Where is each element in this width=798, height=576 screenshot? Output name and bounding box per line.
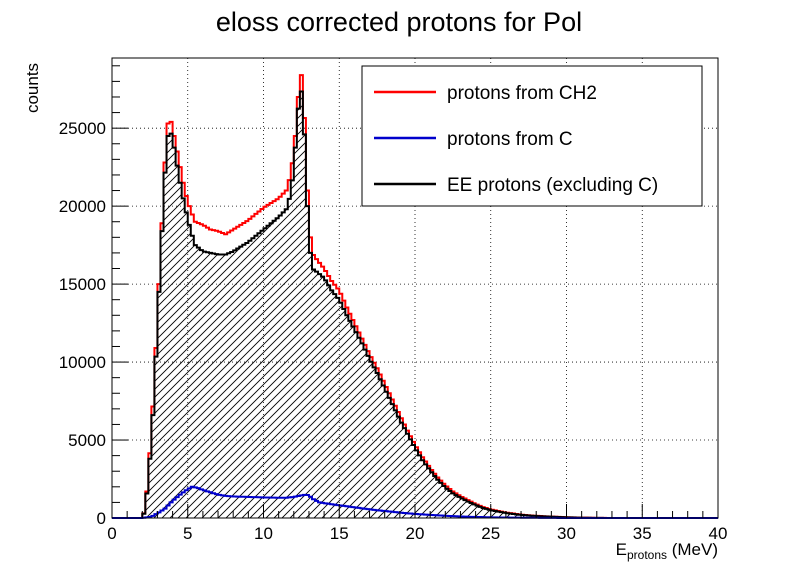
y-tick-label: 20000 bbox=[59, 197, 106, 216]
y-tick-label: 0 bbox=[97, 509, 106, 528]
y-tick-label: 5000 bbox=[68, 431, 106, 450]
legend-entry: protons from CH2 bbox=[447, 83, 597, 104]
x-axis-label-subscript: protons bbox=[627, 548, 667, 562]
x-tick-label: 15 bbox=[330, 524, 349, 543]
ee-protons-hatch-fill bbox=[112, 91, 718, 518]
x-axis-label: Eprotons (MeV) bbox=[616, 540, 718, 562]
x-tick-label: 30 bbox=[557, 524, 576, 543]
x-axis-label-unit: (MeV) bbox=[667, 540, 718, 559]
axis-ticks: 0 5 10 15 20 25 30 35 40 0 5000 10000 15000 20000 2500… bbox=[59, 65, 728, 543]
y-tick-label: 25000 bbox=[59, 119, 106, 138]
chart-title: eloss corrected protons for Pol bbox=[216, 7, 582, 37]
legend: protons from CH2 protons from C EE protons… bbox=[361, 65, 703, 207]
x-tick-label: 20 bbox=[406, 524, 425, 543]
y-axis-label: counts bbox=[23, 63, 42, 113]
x-tick-label: 5 bbox=[183, 524, 192, 543]
x-axis-label-symbol: E bbox=[616, 540, 627, 559]
y-tick-label: 15000 bbox=[59, 275, 106, 294]
x-tick-label: 40 bbox=[709, 524, 728, 543]
legend-entry: EE protons (excluding C) bbox=[447, 175, 658, 196]
legend-box bbox=[361, 65, 703, 207]
x-tick-label: 25 bbox=[481, 524, 500, 543]
x-tick-label: 35 bbox=[633, 524, 652, 543]
x-tick-label: 10 bbox=[254, 524, 273, 543]
x-tick-label: 0 bbox=[107, 524, 116, 543]
y-tick-label: 10000 bbox=[59, 353, 106, 372]
legend-entry: protons from C bbox=[447, 129, 573, 150]
